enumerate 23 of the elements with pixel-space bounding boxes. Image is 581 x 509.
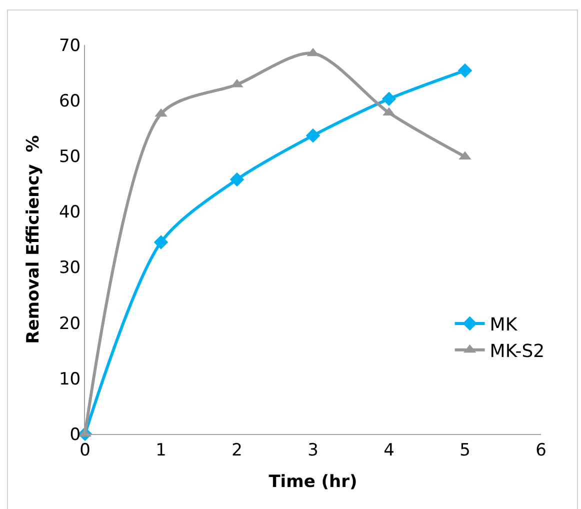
point	[230, 172, 244, 187]
y-tick-label: 40	[58, 202, 81, 223]
x-tick-label: 1	[156, 440, 166, 460]
x-axis-title: Time (hr)	[268, 472, 358, 492]
point	[458, 63, 472, 78]
point	[382, 92, 396, 106]
x-tick-label: 2	[232, 440, 242, 460]
x-tick-label: 5	[460, 440, 470, 460]
x-tick-label: 6	[536, 440, 546, 460]
y-tick-label: 60	[58, 92, 81, 112]
x-tick-label: 4	[384, 440, 394, 460]
y-tick-label: 0	[70, 424, 81, 445]
x-tick-label: 3	[308, 440, 318, 460]
y-tick-label: 10	[58, 369, 81, 390]
y-axis-title: Removal Efficiency %	[24, 135, 44, 344]
y-tick-label: 30	[58, 258, 81, 278]
point	[154, 235, 168, 250]
y-tick-label: 50	[58, 147, 81, 168]
legend-label: MK	[490, 314, 518, 336]
y-tick-label: 20	[58, 314, 81, 334]
point	[306, 128, 320, 143]
y-tick-label: 70	[58, 36, 81, 56]
legend-label: MK-S2	[490, 340, 545, 362]
